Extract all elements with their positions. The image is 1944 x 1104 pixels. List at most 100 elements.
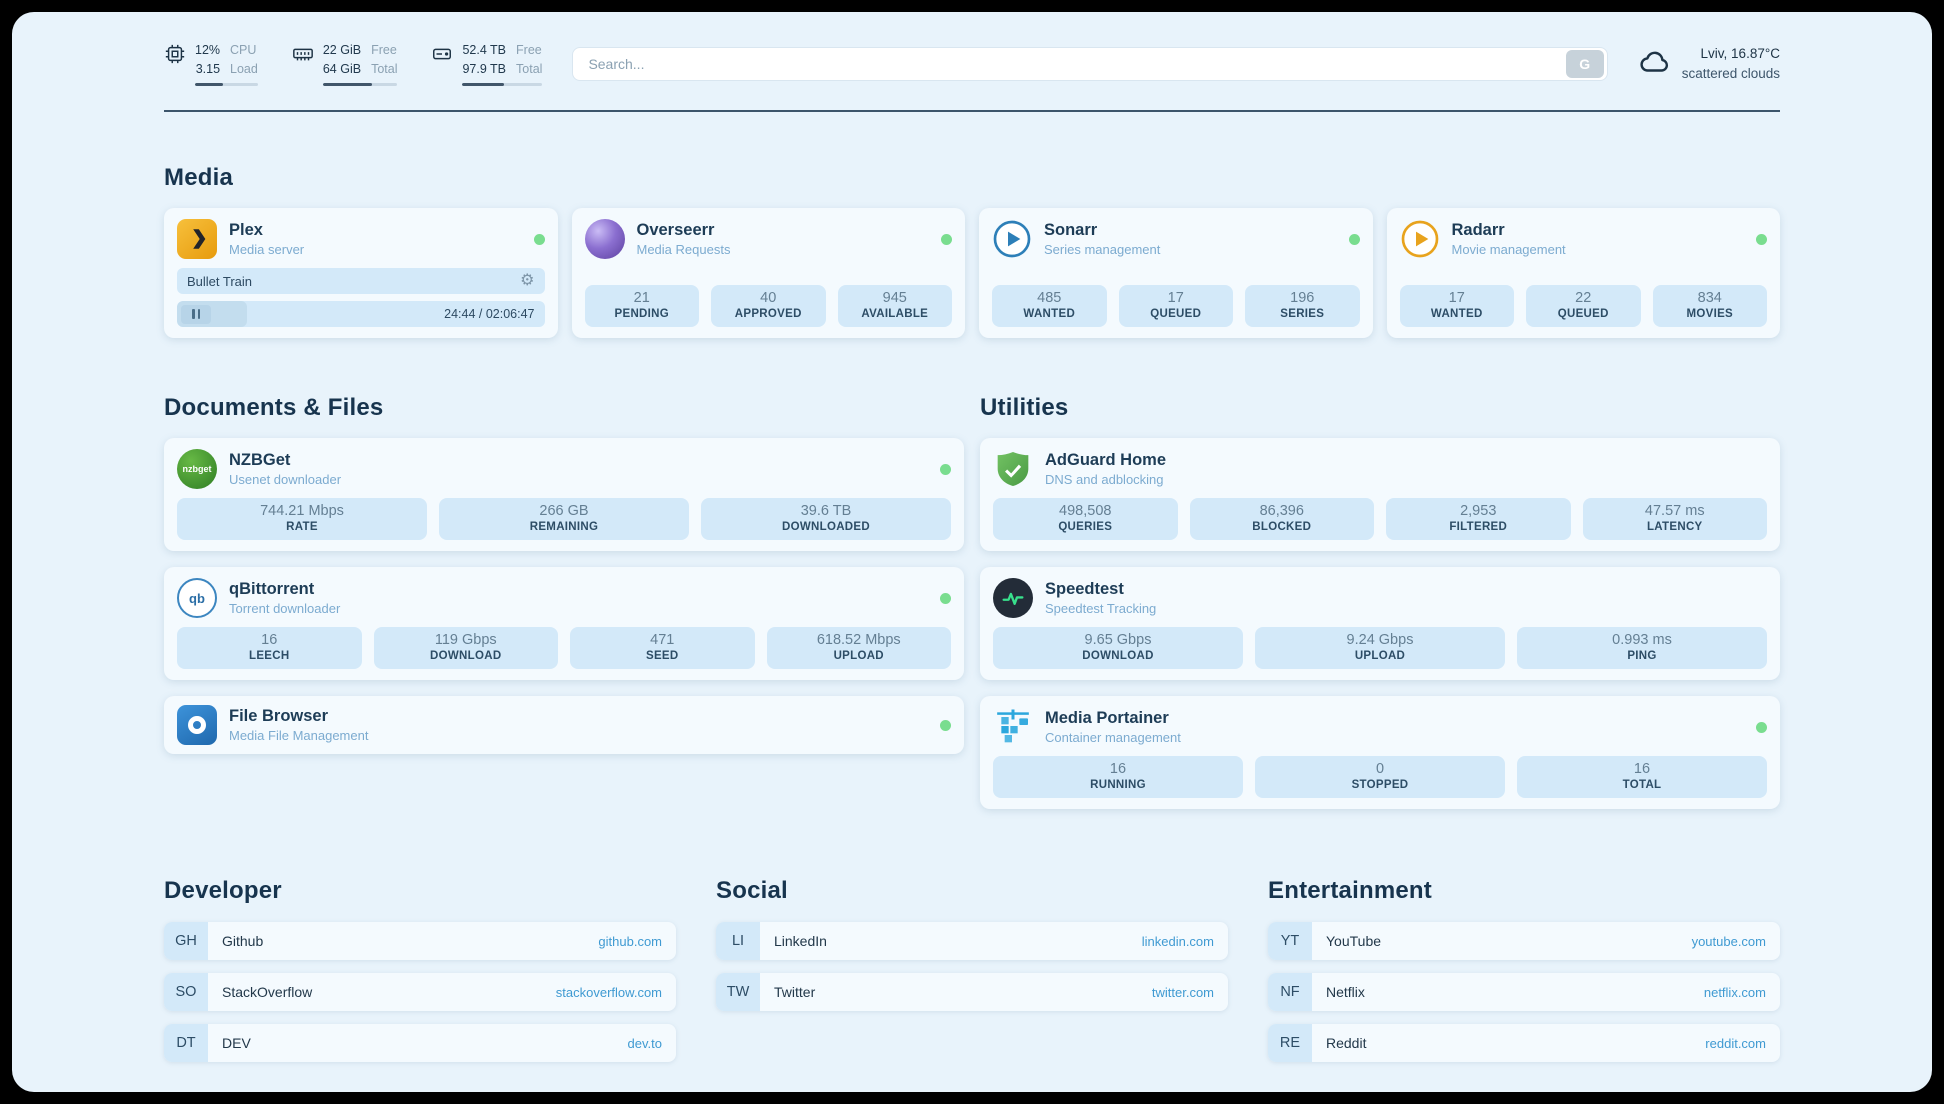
stat-label: LATENCY (1646, 521, 1703, 534)
stat-box-queries: 498,508 QUERIES (993, 498, 1178, 541)
service-name: Radarr (1451, 221, 1505, 240)
sonarr-icon (992, 219, 1032, 259)
service-stats: 16 LEECH 119 Gbps DOWNLOAD 471 SEED 618.52 Mbp… (177, 618, 951, 670)
stat-label: FILTERED (1449, 521, 1508, 534)
service-name: Plex (229, 221, 263, 240)
service-card-media-portainer[interactable]: Media Portainer Container management 16 RUN… (980, 696, 1780, 810)
stat-box-upload: 9.24 Gbps UPLOAD (1255, 627, 1505, 670)
section-title-utilities: Utilities (980, 394, 1069, 422)
service-card-overseerr[interactable]: Overseerr Media Requests 21 PENDING 40 APPROV… (571, 208, 965, 339)
now-playing-row: Bullet Train ⚙ (177, 268, 545, 295)
disk-free-value: 52.4 TB (462, 43, 507, 57)
disk-label-1: Free (516, 43, 542, 57)
stat-box-total: 16 TOTAL (1517, 756, 1767, 799)
status-dot (1348, 233, 1360, 245)
service-subtitle: DNS and adblocking (1045, 472, 1164, 488)
adguard-icon (993, 449, 1033, 489)
bookmark-name: StackOverflow (222, 984, 313, 1001)
bookmark-name: LinkedIn (774, 933, 827, 950)
bookmark-abbr: DT (164, 1024, 208, 1063)
nzbget-icon: nzbget (177, 449, 217, 490)
service-card-sonarr[interactable]: Sonarr Series management 485 WANTED 17 QUEUED… (979, 208, 1373, 339)
bookmark-row-linkedin[interactable]: LI LinkedIn linkedin.com (716, 922, 1228, 961)
playback-progress-bar[interactable]: 24:44 / 02:06:47 (177, 301, 545, 328)
service-card-adguard-home[interactable]: AdGuard Home DNS and adblocking 498,508 QUE… (980, 438, 1780, 552)
cpu-label-1: CPU (230, 43, 257, 57)
bookmark-url: linkedin.com (1141, 933, 1214, 949)
status-dot (533, 233, 545, 245)
stat-value: 485 (1037, 290, 1062, 307)
stat-value: 834 (1697, 290, 1722, 307)
service-card-speedtest[interactable]: Speedtest Speedtest Tracking 9.65 Gbps DOWN… (980, 567, 1780, 681)
stat-value: 16 (1633, 761, 1651, 778)
stat-value: 119 Gbps (434, 632, 497, 649)
bookmark-row-github[interactable]: GH Github github.com (164, 922, 676, 961)
bookmark-row-stackoverflow[interactable]: SO StackOverflow stackoverflow.com (164, 973, 676, 1012)
stat-label: QUEUED (1150, 308, 1202, 321)
bookmark-abbr: YT (1268, 922, 1312, 961)
search-input[interactable] (576, 56, 1566, 73)
stat-value: 498,508 (1059, 503, 1112, 520)
section-title-media: Media (164, 164, 234, 192)
section-title-social: Social (716, 877, 788, 905)
service-card-qbittorrent[interactable]: qb qBittorrent Torrent downloader 16 LEECH 11… (164, 567, 964, 681)
service-subtitle: Series management (1044, 242, 1161, 258)
stat-value: 471 (650, 632, 675, 649)
bookmark-url: reddit.com (1705, 1035, 1766, 1051)
bookmark-row-netflix[interactable]: NF Netflix netflix.com (1268, 973, 1780, 1012)
stat-box-remaining: 266 GB REMAINING (439, 498, 689, 541)
bookmark-abbr: LI (716, 922, 760, 961)
system-stats: 12% 3.15 CPU Load (164, 42, 543, 87)
stat-value: 0.993 ms (1612, 632, 1672, 649)
bookmark-abbr: TW (716, 973, 760, 1012)
bookmark-abbr: RE (1268, 1024, 1312, 1063)
stat-box-upload: 618.52 Mbps UPLOAD (766, 627, 951, 670)
cpu-chip-icon (164, 43, 186, 86)
bookmark-abbr: NF (1268, 973, 1312, 1012)
bookmark-rows: GH Github github.com SO StackOverflow stackov… (164, 922, 676, 1063)
bookmark-name: DEV (222, 1035, 251, 1052)
bookmark-row-dev[interactable]: DT DEV dev.to (164, 1024, 676, 1063)
stat-label: DOWNLOADED (782, 521, 870, 534)
bookmark-row-youtube[interactable]: YT YouTube youtube.com (1268, 922, 1780, 961)
stat-value: 0 (1375, 761, 1385, 778)
service-name: Overseerr (636, 221, 715, 240)
stat-value: 39.6 TB (800, 503, 852, 520)
service-titles: Overseerr Media Requests (637, 221, 731, 257)
stat-label: SEED (645, 650, 679, 663)
stat-label: WANTED (1023, 308, 1076, 321)
cpu-label-2: Load (230, 61, 258, 76)
stat-value: 16 (261, 632, 278, 649)
stat-label: PENDING (614, 308, 669, 321)
weather-location: Lviv, 16.87°C (1700, 45, 1780, 61)
now-playing-title: Bullet Train (187, 273, 253, 289)
memory-progress-bar (322, 82, 398, 87)
bookmark-url: github.com (598, 933, 662, 949)
pause-icon[interactable] (181, 304, 211, 324)
search-provider-button[interactable]: G (1565, 50, 1604, 79)
service-subtitle: Media server (229, 242, 305, 258)
service-header: File Browser Media File Management (177, 705, 951, 746)
status-dot (941, 233, 952, 245)
service-card-file-browser[interactable]: File Browser Media File Management (164, 696, 964, 755)
service-card-radarr[interactable]: Radarr Movie management 17 WANTED 22 QUEUED 83… (1386, 208, 1780, 339)
bookmark-row-reddit[interactable]: RE Reddit reddit.com (1268, 1024, 1780, 1063)
stat-label: TOTAL (1622, 779, 1662, 792)
service-name: Media Portainer (1045, 709, 1169, 728)
settings-gear-icon[interactable]: ⚙ (520, 272, 535, 290)
service-card-nzbget[interactable]: nzbget NZBGet Usenet downloader 744.21 Mbps… (164, 438, 964, 552)
stat-label: BLOCKED (1252, 521, 1312, 534)
stat-box-queued: 22 QUEUED (1526, 285, 1641, 328)
stat-box-leech: 16 LEECH (177, 627, 362, 670)
bookmark-name: Twitter (774, 984, 816, 1001)
service-card-plex[interactable]: Plex Media server Bullet Train ⚙ 24:44 / 02:… (164, 208, 558, 339)
stat-label: UPLOAD (1354, 650, 1406, 663)
stat-value: 17 (1167, 290, 1184, 307)
cpu-load-value: 3.15 (195, 61, 221, 76)
stat-box-available: 945 AVAILABLE (837, 285, 952, 328)
stat-box-download: 119 Gbps DOWNLOAD (373, 627, 558, 670)
service-subtitle: Container management (1045, 730, 1181, 746)
stat-label: SERIES (1280, 308, 1325, 321)
bookmark-name: Github (222, 933, 264, 950)
bookmark-row-twitter[interactable]: TW Twitter twitter.com (716, 973, 1228, 1012)
